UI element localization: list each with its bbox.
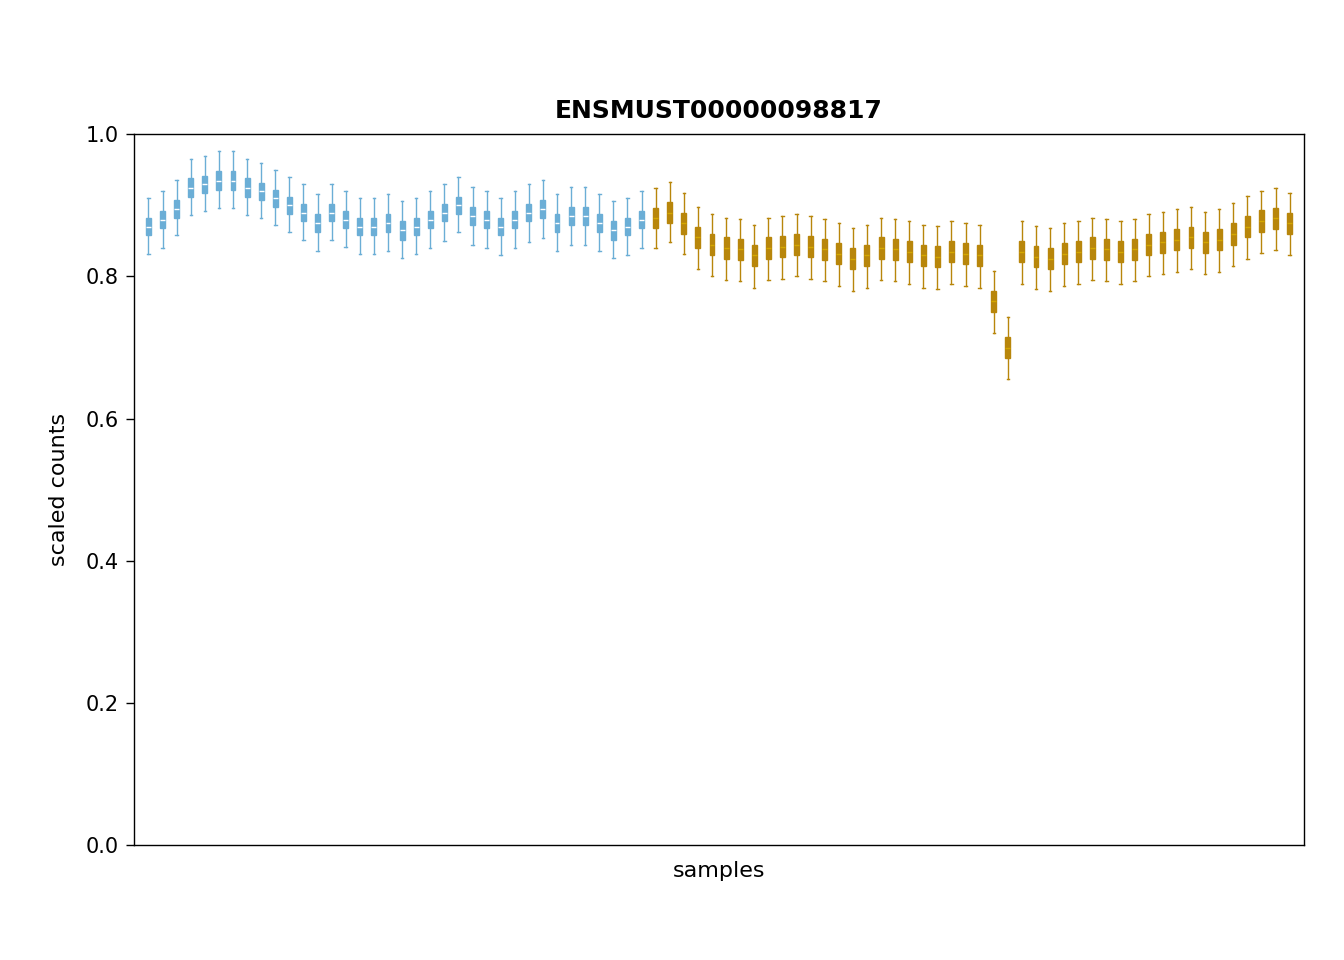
PathPatch shape — [1259, 210, 1263, 231]
PathPatch shape — [358, 218, 363, 235]
PathPatch shape — [470, 206, 474, 226]
PathPatch shape — [245, 179, 250, 197]
PathPatch shape — [751, 245, 757, 266]
PathPatch shape — [681, 212, 687, 234]
PathPatch shape — [1034, 246, 1039, 267]
PathPatch shape — [836, 243, 841, 264]
PathPatch shape — [794, 234, 798, 255]
PathPatch shape — [314, 214, 320, 232]
PathPatch shape — [710, 234, 715, 255]
PathPatch shape — [667, 202, 672, 223]
PathPatch shape — [1160, 231, 1165, 253]
X-axis label: samples: samples — [673, 861, 765, 881]
PathPatch shape — [1175, 228, 1179, 251]
PathPatch shape — [301, 204, 306, 221]
PathPatch shape — [259, 182, 263, 200]
PathPatch shape — [738, 239, 743, 260]
Y-axis label: scaled counts: scaled counts — [50, 413, 69, 566]
PathPatch shape — [921, 245, 926, 266]
PathPatch shape — [625, 218, 630, 235]
PathPatch shape — [427, 211, 433, 228]
Title: ENSMUST00000098817: ENSMUST00000098817 — [555, 99, 883, 123]
PathPatch shape — [146, 218, 151, 235]
PathPatch shape — [808, 236, 813, 257]
PathPatch shape — [231, 171, 235, 190]
PathPatch shape — [977, 245, 982, 266]
PathPatch shape — [992, 291, 996, 312]
PathPatch shape — [1132, 239, 1137, 260]
PathPatch shape — [512, 211, 517, 228]
PathPatch shape — [949, 241, 954, 262]
PathPatch shape — [1216, 228, 1222, 251]
PathPatch shape — [371, 218, 376, 235]
PathPatch shape — [1231, 223, 1235, 245]
PathPatch shape — [892, 239, 898, 260]
PathPatch shape — [555, 214, 559, 232]
PathPatch shape — [1047, 248, 1052, 270]
PathPatch shape — [723, 237, 728, 259]
PathPatch shape — [583, 206, 587, 226]
PathPatch shape — [1273, 207, 1278, 228]
PathPatch shape — [907, 241, 911, 262]
PathPatch shape — [442, 204, 446, 221]
PathPatch shape — [1288, 212, 1292, 234]
PathPatch shape — [216, 171, 222, 190]
PathPatch shape — [1103, 239, 1109, 260]
PathPatch shape — [864, 245, 870, 266]
PathPatch shape — [273, 190, 278, 206]
PathPatch shape — [175, 200, 179, 218]
PathPatch shape — [1020, 241, 1024, 262]
PathPatch shape — [766, 237, 771, 259]
PathPatch shape — [823, 239, 827, 260]
PathPatch shape — [935, 246, 939, 267]
PathPatch shape — [456, 197, 461, 214]
PathPatch shape — [188, 179, 194, 197]
PathPatch shape — [653, 208, 659, 228]
PathPatch shape — [160, 211, 165, 228]
PathPatch shape — [1146, 234, 1152, 255]
PathPatch shape — [695, 227, 700, 248]
PathPatch shape — [612, 221, 616, 240]
PathPatch shape — [879, 237, 883, 259]
PathPatch shape — [484, 211, 489, 228]
PathPatch shape — [343, 211, 348, 228]
PathPatch shape — [964, 243, 968, 264]
PathPatch shape — [640, 211, 644, 228]
PathPatch shape — [1090, 237, 1095, 259]
PathPatch shape — [414, 218, 418, 235]
PathPatch shape — [1118, 241, 1124, 262]
PathPatch shape — [540, 200, 546, 218]
PathPatch shape — [597, 214, 602, 232]
PathPatch shape — [499, 218, 503, 235]
PathPatch shape — [1005, 337, 1011, 358]
PathPatch shape — [329, 204, 335, 221]
PathPatch shape — [1062, 243, 1067, 264]
PathPatch shape — [1203, 231, 1207, 253]
PathPatch shape — [780, 236, 785, 257]
PathPatch shape — [286, 197, 292, 214]
PathPatch shape — [1188, 227, 1193, 248]
PathPatch shape — [851, 248, 855, 270]
PathPatch shape — [569, 206, 574, 226]
PathPatch shape — [1245, 216, 1250, 237]
PathPatch shape — [399, 221, 405, 240]
PathPatch shape — [203, 176, 207, 193]
PathPatch shape — [1075, 241, 1081, 262]
PathPatch shape — [527, 204, 531, 221]
PathPatch shape — [386, 214, 391, 232]
